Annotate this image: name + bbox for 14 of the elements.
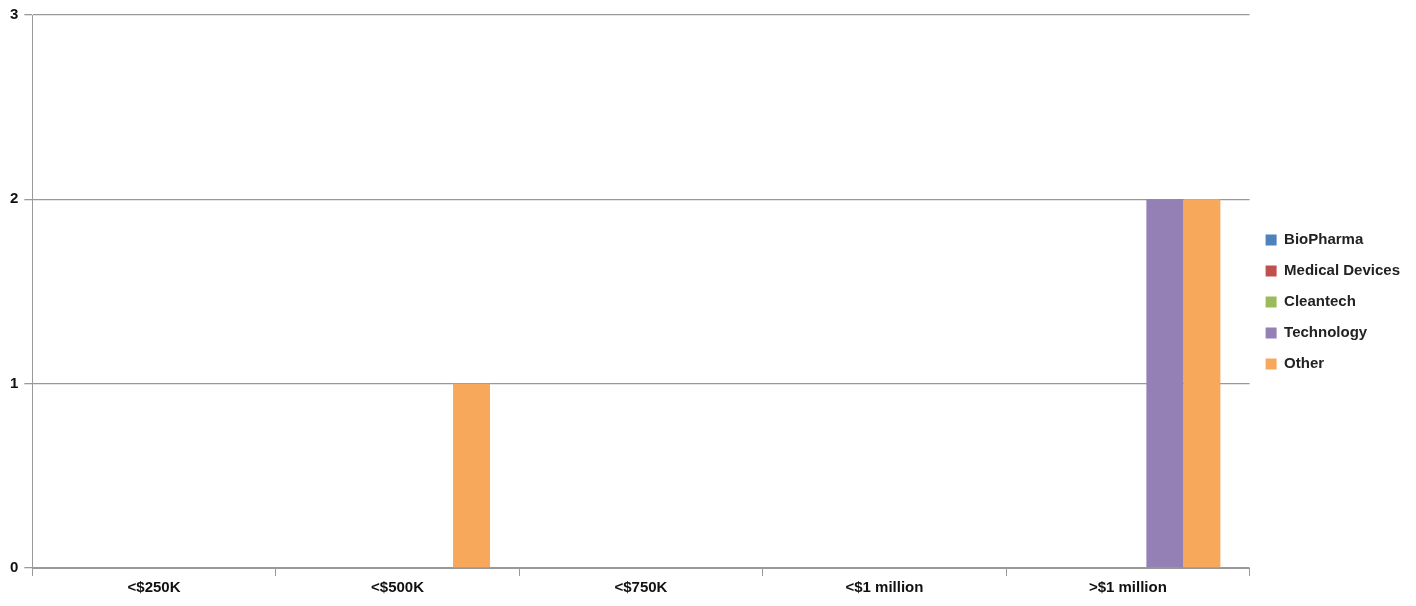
legend-label: BioPharma <box>1284 230 1364 248</box>
y-tick-label: 3 <box>10 5 19 23</box>
y-tick-label: 2 <box>10 189 19 207</box>
x-tick-label: <$750K <box>614 578 668 596</box>
legend-label: Cleantech <box>1284 292 1356 310</box>
x-tick-label: <$500K <box>371 578 425 596</box>
legend-label: Technology <box>1284 323 1368 341</box>
legend-label: Medical Devices <box>1284 261 1401 279</box>
x-tick-label: <$250K <box>127 578 181 596</box>
x-tick-label: <$1 million <box>845 578 924 596</box>
legend-label: Other <box>1284 354 1325 372</box>
y-tick-label: 1 <box>10 373 19 391</box>
x-tick-label: >$1 million <box>1088 578 1167 596</box>
y-tick-label: 0 <box>10 558 19 576</box>
